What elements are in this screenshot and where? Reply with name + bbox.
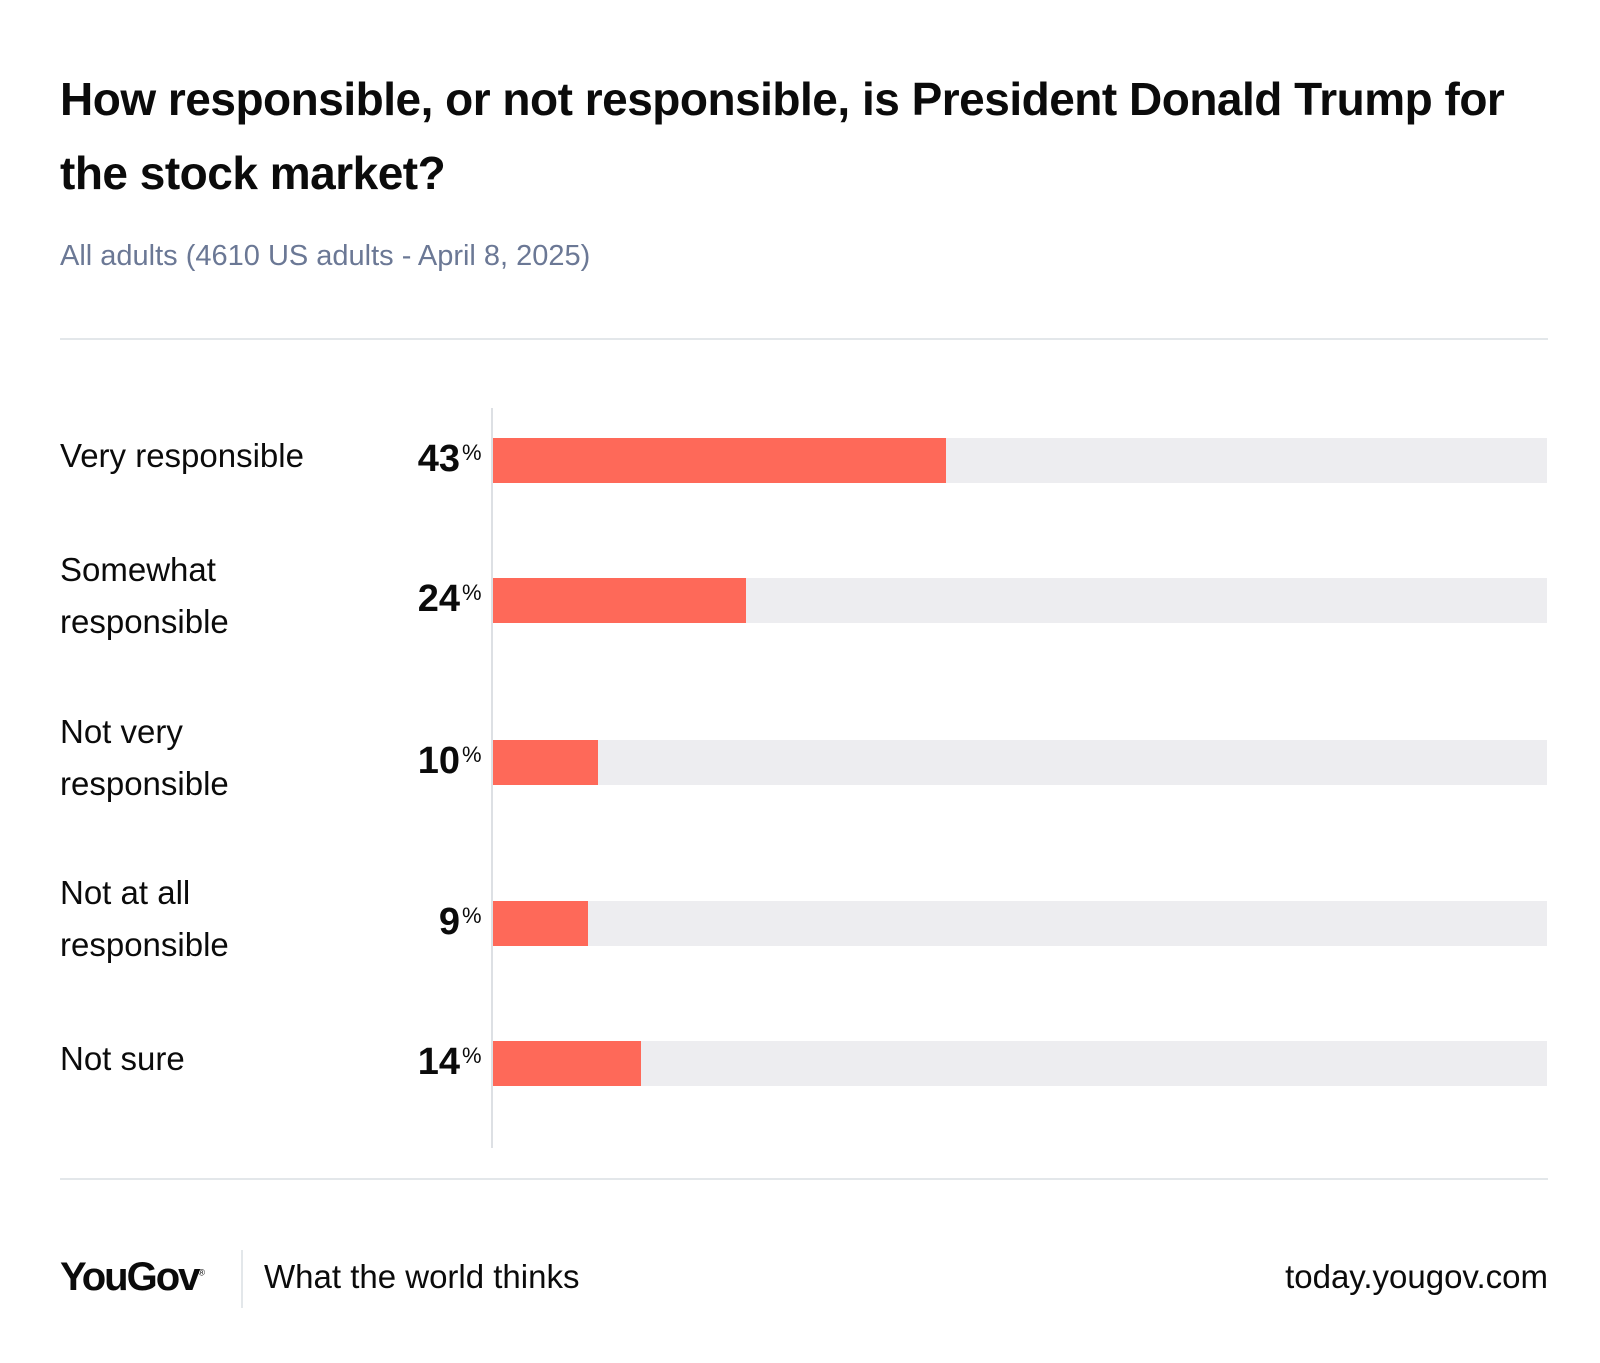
percent-sign: % [462, 903, 482, 928]
data-label-value: 24 [417, 578, 460, 620]
data-label-value: 9 [438, 901, 460, 943]
category-label-line: responsible [60, 603, 229, 640]
bar-track [493, 901, 1547, 946]
percent-sign: % [462, 580, 482, 605]
category-label-line: Not very [60, 713, 183, 750]
data-label-value: 14 [417, 1041, 460, 1083]
data-label-value: 43 [417, 438, 460, 480]
bar [493, 1041, 641, 1086]
data-label-value: 10 [417, 740, 460, 782]
bar [493, 740, 599, 785]
bottom-divider [60, 1178, 1548, 1180]
yougov-logo: YouGov® [60, 1255, 206, 1299]
bar-track [493, 438, 1547, 483]
category-label: Not at all responsible [60, 867, 360, 971]
percent-sign: % [462, 742, 482, 767]
category-label: Not very responsible [60, 706, 360, 810]
category-label-line: responsible [60, 926, 229, 963]
chart-subtitle: All adults (4610 US adults - April 8, 20… [60, 240, 591, 272]
category-label-line: Not sure [60, 1040, 185, 1077]
category-label: Somewhat responsible [60, 544, 360, 648]
category-label-line: responsible [60, 765, 229, 802]
y-axis-line [491, 408, 493, 1148]
bar-track [493, 1041, 1547, 1086]
footer-divider [241, 1250, 243, 1308]
bar [493, 901, 588, 946]
category-label: Not sure [60, 1033, 360, 1085]
bar [493, 578, 746, 623]
category-label-line: Very responsible [60, 437, 304, 474]
category-label-line: Not at all [60, 874, 191, 911]
percent-sign: % [462, 440, 482, 465]
bar-track [493, 578, 1547, 623]
category-label-line: Somewhat [60, 551, 216, 588]
chart-title: How responsible, or not responsible, is … [60, 73, 1505, 199]
site-url[interactable]: today.yougov.com [1285, 1258, 1548, 1295]
category-label: Very responsible [60, 430, 360, 482]
tagline: What the world thinks [264, 1258, 580, 1295]
bar [493, 438, 947, 483]
bar-track [493, 740, 1547, 785]
percent-sign: % [462, 1043, 482, 1068]
top-divider [60, 338, 1548, 340]
